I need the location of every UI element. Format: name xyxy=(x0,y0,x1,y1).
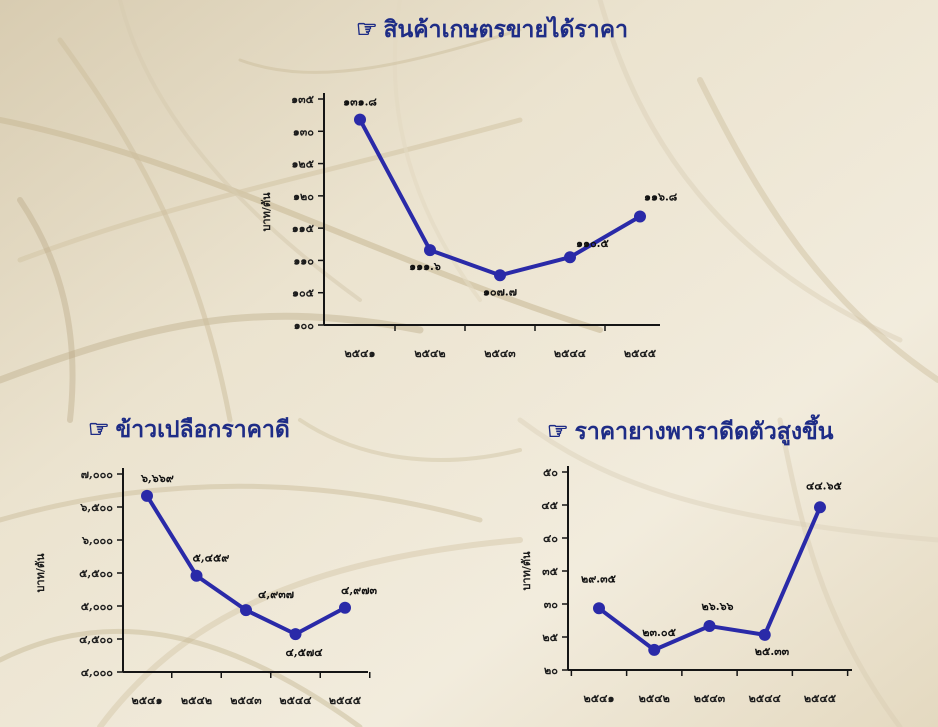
y-tick-label: ๑๐๕ xyxy=(292,287,315,300)
x-tick-label: ๒๕๔๓ xyxy=(230,694,262,707)
y-tick-label: ๓๐ xyxy=(544,598,559,611)
data-label: ๔๔.๖๕ xyxy=(806,479,842,492)
y-tick-label: ๑๑๕ xyxy=(292,222,315,235)
x-tick-label: ๒๕๔๕ xyxy=(624,347,657,360)
y-tick-label: ๓๕ xyxy=(542,565,559,578)
data-point xyxy=(593,602,605,615)
pointing-hand-icon: ☞ xyxy=(356,14,378,43)
y-tick-label: ๑๓๐ xyxy=(293,125,315,138)
y-tick-label: ๑๒๐ xyxy=(293,190,314,203)
x-tick-label: ๒๕๔๔ xyxy=(279,694,312,707)
data-point xyxy=(190,569,203,582)
y-tick-label: ๗,๐๐๐ xyxy=(81,468,114,481)
x-tick-label: ๒๕๔๑ xyxy=(584,692,615,705)
data-point xyxy=(494,269,506,282)
chart-title-rubber: ☞ ราคายางพาราดีดตัวสูงขึ้น xyxy=(547,414,834,450)
data-label: ๑๑๖.๘ xyxy=(644,191,678,204)
data-label: ๒๕.๓๓ xyxy=(755,645,790,658)
y-tick-label: ๒๕ xyxy=(542,631,558,644)
data-label: ๒๙.๓๕ xyxy=(581,572,617,585)
x-tick-label: ๒๕๔๒ xyxy=(639,692,670,705)
data-label: ๕,๔๕๙ xyxy=(193,552,230,565)
x-tick-label: ๒๕๔๕ xyxy=(329,694,362,707)
y-axis-label: บาท/ตัน xyxy=(34,553,47,593)
y-tick-label: ๕,๐๐๐ xyxy=(81,600,114,613)
chart-title-farm-products: ☞ สินค้าเกษตรขายได้ราคา xyxy=(356,12,628,48)
data-point xyxy=(758,628,771,641)
x-tick-label: ๒๕๔๑ xyxy=(132,694,163,707)
data-point xyxy=(814,501,826,514)
y-tick-label: ๔,๕๐๐ xyxy=(79,633,113,646)
chart-title-text: สินค้าเกษตรขายได้ราคา xyxy=(383,16,629,43)
data-label: ๔,๙๓๗ xyxy=(258,588,294,601)
data-point xyxy=(240,604,252,617)
y-tick-label: ๒๐ xyxy=(544,664,558,677)
x-tick-label: ๒๕๔๑ xyxy=(345,347,376,360)
data-label: ๑๓๑.๘ xyxy=(343,96,377,109)
chart-title-text: ราคายางพาราดีดตัวสูงขึ้น xyxy=(574,418,834,445)
x-tick-label: ๒๕๔๔ xyxy=(554,347,587,360)
y-tick-label: ๖,๕๐๐ xyxy=(79,501,113,514)
data-point xyxy=(564,251,576,264)
data-label: ๔,๙๗๓ xyxy=(341,584,377,597)
y-tick-label: ๕,๕๐๐ xyxy=(79,567,113,580)
y-tick-label: ๑๒๕ xyxy=(291,158,314,171)
y-tick-label: ๑๑๐ xyxy=(293,254,314,267)
data-point xyxy=(339,601,351,614)
y-axis-label: บาท/ตัน xyxy=(260,192,273,232)
y-tick-label: ๑๓๕ xyxy=(291,93,315,106)
data-point xyxy=(354,113,366,126)
x-tick-label: ๒๕๔๒ xyxy=(181,694,212,707)
data-point xyxy=(141,489,153,502)
data-label: ๖,๖๖๙ xyxy=(140,472,174,485)
data-label: ๒๖.๖๖ xyxy=(702,600,734,613)
data-label: ๔,๕๗๔ xyxy=(286,646,324,659)
chart-title-text: ข้าวเปลือกราคาดี xyxy=(115,416,290,443)
x-tick-label: ๒๕๔๒ xyxy=(414,347,445,360)
data-label: ๑๑๑.๖ xyxy=(409,260,441,273)
data-label: ๑๐๗.๗ xyxy=(483,285,517,298)
y-tick-label: ๔,๐๐๐ xyxy=(81,666,114,679)
x-tick-label: ๒๕๔๓ xyxy=(694,692,726,705)
y-axis-label: บาท/ตัน xyxy=(520,551,533,591)
y-tick-label: ๑๐๐ xyxy=(294,319,315,332)
data-label: ๑๑๐.๕ xyxy=(576,237,610,250)
x-tick-label: ๒๕๔๓ xyxy=(484,347,516,360)
pointing-hand-icon: ☞ xyxy=(547,416,569,445)
data-point xyxy=(648,643,661,656)
pointing-hand-icon: ☞ xyxy=(88,414,110,443)
y-tick-label: ๔๕ xyxy=(541,499,558,512)
y-tick-label: ๖,๐๐๐ xyxy=(81,534,113,547)
data-point xyxy=(289,628,302,641)
x-tick-label: ๒๕๔๕ xyxy=(804,692,837,705)
y-tick-label: ๔๐ xyxy=(543,532,558,545)
x-tick-label: ๒๕๔๔ xyxy=(749,692,782,705)
data-point xyxy=(424,244,436,257)
chart-title-paddy: ☞ ข้าวเปลือกราคาดี xyxy=(88,412,290,448)
data-point xyxy=(703,620,716,633)
data-label: ๒๓.๐๕ xyxy=(642,626,676,639)
data-point xyxy=(634,210,646,223)
y-tick-label: ๕๐ xyxy=(543,466,558,479)
